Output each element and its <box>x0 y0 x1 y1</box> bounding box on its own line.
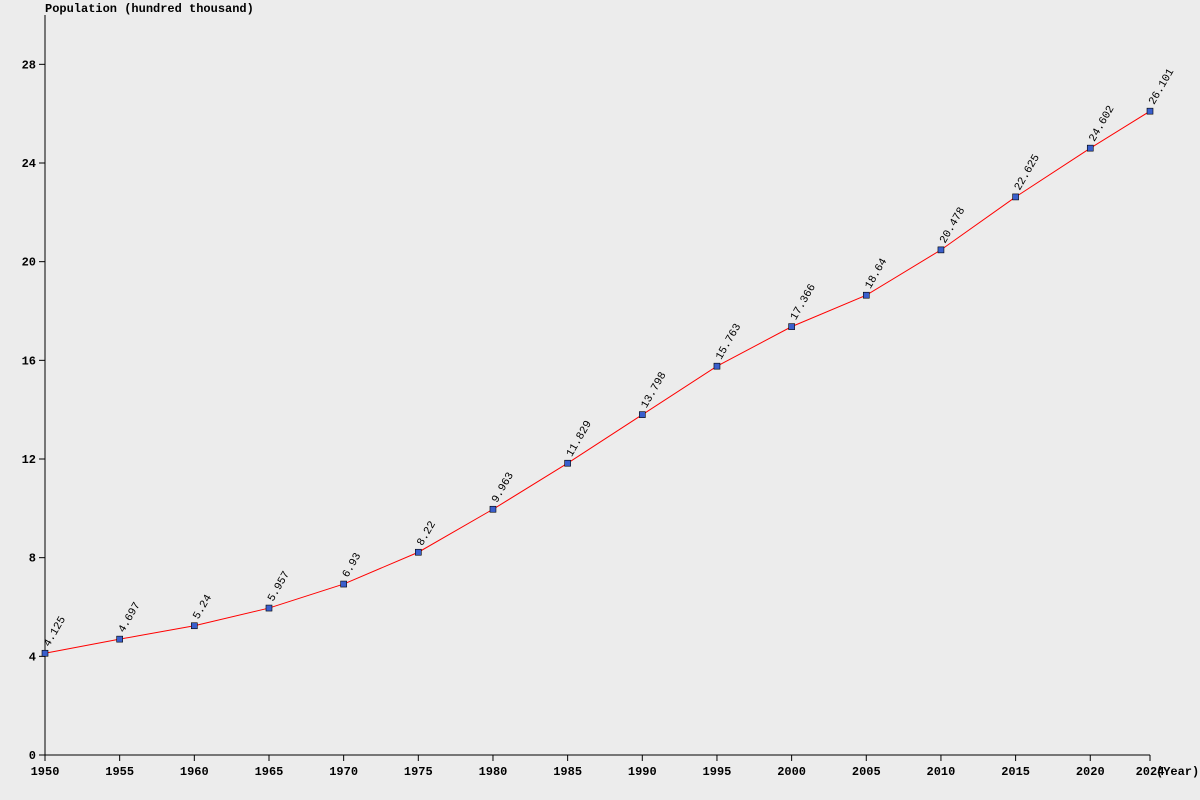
x-tick-label: 2000 <box>777 765 806 779</box>
data-point <box>42 650 48 656</box>
x-tick-label: 2005 <box>852 765 881 779</box>
y-tick-label: 12 <box>22 453 36 467</box>
x-tick-label: 1975 <box>404 765 433 779</box>
data-point <box>490 506 496 512</box>
data-point <box>191 623 197 629</box>
x-tick-label: 1950 <box>31 765 60 779</box>
x-tick-label: 1995 <box>703 765 732 779</box>
data-point <box>863 292 869 298</box>
data-point <box>1087 145 1093 151</box>
population-line-chart: 0 4 8 12 16 20 24 28 1950 1955 1960 1965 1970 1975 198… <box>0 0 1200 800</box>
y-axis-title: Population (hundred thousand) <box>45 2 254 16</box>
data-point <box>714 363 720 369</box>
x-tick-label: 1990 <box>628 765 657 779</box>
data-point <box>266 605 272 611</box>
x-tick-label: 2010 <box>927 765 956 779</box>
y-tick-label: 28 <box>22 58 36 72</box>
y-tick-label: 8 <box>29 552 36 566</box>
x-tick-label: 2020 <box>1076 765 1105 779</box>
chart-background <box>0 0 1200 800</box>
data-point <box>938 247 944 253</box>
x-tick-label: 2015 <box>1001 765 1030 779</box>
data-point <box>789 324 795 330</box>
y-tick-label: 4 <box>29 650 36 664</box>
x-axis-title: (Year) <box>1156 765 1199 779</box>
x-tick-label: 1955 <box>105 765 134 779</box>
y-tick-label: 20 <box>22 256 36 270</box>
x-tick-label: 1965 <box>255 765 284 779</box>
data-point <box>341 581 347 587</box>
data-point <box>415 549 421 555</box>
data-point <box>1013 194 1019 200</box>
data-point <box>639 412 645 418</box>
x-tick-label: 1980 <box>479 765 508 779</box>
data-point <box>117 636 123 642</box>
y-tick-label: 24 <box>22 157 36 171</box>
data-point <box>565 460 571 466</box>
data-point <box>1147 108 1153 114</box>
y-tick-label: 16 <box>22 354 36 368</box>
x-tick-label: 1970 <box>329 765 358 779</box>
x-tick-label: 1960 <box>180 765 209 779</box>
y-tick-label: 0 <box>29 749 36 763</box>
x-tick-label: 1985 <box>553 765 582 779</box>
